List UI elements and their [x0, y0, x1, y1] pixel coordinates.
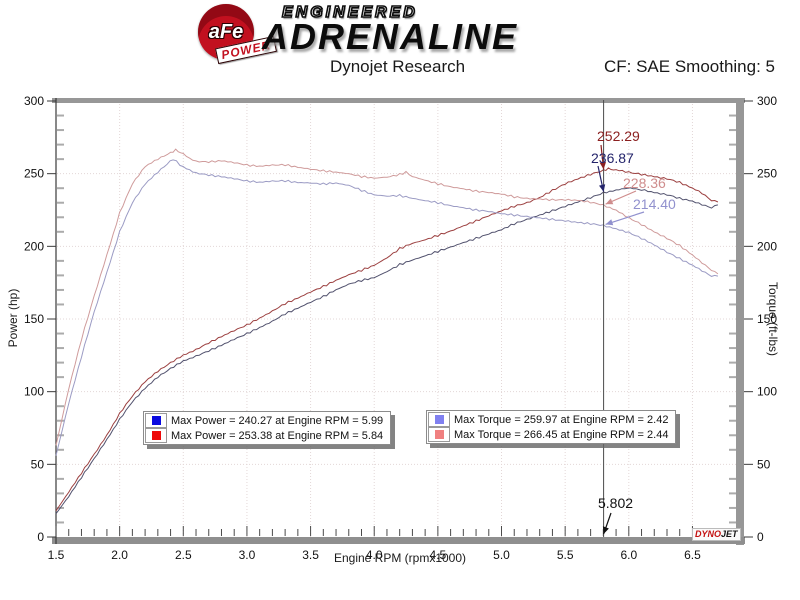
ytick-label-left: 200	[24, 239, 44, 253]
legend-entry-text: Max Power = 240.27 at Engine RPM = 5.99	[171, 414, 384, 427]
legend-row: Max Torque = 266.45 at Engine RPM = 2.44	[428, 427, 674, 442]
legend-entry-text: Max Torque = 266.45 at Engine RPM = 2.44	[454, 428, 669, 441]
xtick-label: 1.5	[48, 548, 65, 562]
xtick-label: 2.0	[111, 548, 128, 562]
curve-power-stock	[55, 187, 719, 514]
curve-power-modified	[55, 167, 719, 512]
ytick-label-left: 250	[24, 167, 44, 181]
cursor-arrow-power-stock-head	[599, 184, 606, 192]
xtick-label: 4.5	[430, 548, 447, 562]
curve-torque-modified	[55, 148, 719, 446]
ytick-label-right: 150	[757, 312, 777, 326]
ytick-label-right: 250	[757, 167, 777, 181]
xtick-label: 3.0	[239, 548, 256, 562]
ytick-label-left: 50	[31, 457, 45, 471]
legend-box-power: Max Power = 240.27 at Engine RPM = 5.99 M…	[143, 411, 392, 445]
xtick-label: 6.0	[620, 548, 637, 562]
afe-logo-text: aFe	[208, 20, 244, 43]
xtick-label: 5.5	[557, 548, 574, 562]
legend-row: Max Torque = 259.97 at Engine RPM = 2.42	[428, 412, 674, 427]
legend-swatch-icon	[434, 415, 444, 424]
torque-axis-title: Torque (ft-lbs)	[766, 281, 780, 357]
legend-row: Max Power = 240.27 at Engine RPM = 5.99	[145, 413, 389, 428]
legend-swatch-icon	[151, 416, 161, 425]
dynojet-logo-part1: DYNO	[695, 529, 722, 539]
cursor-rpm-label: 5.802	[598, 495, 633, 511]
cursor-arrow-torque-modified-head	[605, 198, 614, 205]
legend-swatch-cell	[428, 412, 450, 427]
cursor-value-torque-stock: 214.40	[633, 196, 676, 212]
legend-entry-text: Max Torque = 259.97 at Engine RPM = 2.42	[454, 413, 669, 426]
ytick-label-left: 300	[24, 94, 44, 108]
frame-bottom	[52, 537, 745, 544]
legend-box-torque: Max Torque = 259.97 at Engine RPM = 2.42…	[426, 410, 677, 444]
ytick-label-right: 300	[757, 94, 777, 108]
legend-swatch-cell	[145, 428, 167, 443]
xtick-label: 3.5	[302, 548, 319, 562]
legend-swatch-cell	[428, 427, 450, 442]
xtick-label: 4.0	[366, 548, 383, 562]
legend-swatch-icon	[151, 431, 161, 440]
frame-top	[52, 98, 745, 103]
frame-right	[736, 98, 744, 545]
brand-header: aFe POWER ENGINEERED ADRENALINE	[188, 1, 618, 65]
legend-entry-text: Max Power = 253.38 at Engine RPM = 5.84	[171, 429, 384, 442]
ytick-label-left: 100	[24, 385, 44, 399]
cursor-rpm-arrow-head	[602, 526, 609, 534]
xtick-label: 5.0	[493, 548, 510, 562]
cursor-value-power-modified: 252.29	[597, 128, 640, 144]
ytick-label-right: 50	[757, 457, 771, 471]
ytick-label-right: 100	[757, 385, 777, 399]
ytick-label-left: 0	[37, 530, 44, 544]
cursor-arrow-power-modified-head	[599, 162, 606, 170]
cursor-arrow-torque-stock-head	[605, 219, 614, 226]
ytick-label-left: 150	[24, 312, 44, 326]
curve-torque-stock	[55, 159, 719, 456]
power-axis-title: Power (hp)	[6, 288, 20, 348]
brand-adrenaline-text: ADRENALINE	[262, 16, 519, 57]
smoothing-setting-label: CF: SAE Smoothing: 5	[603, 57, 775, 76]
xtick-label: 2.5	[175, 548, 192, 562]
ytick-label-right: 200	[757, 239, 777, 253]
chart-title: Dynojet Research	[329, 57, 466, 76]
cursor-value-power-stock: 236.87	[591, 150, 634, 166]
dynojet-logo: DYNOJET	[692, 528, 741, 541]
legend-row: Max Power = 253.38 at Engine RPM = 5.84	[145, 428, 389, 443]
dynojet-logo-part2: JET	[721, 529, 738, 539]
legend-swatch-cell	[145, 413, 167, 428]
xtick-label: 6.5	[684, 548, 701, 562]
rpm-axis-title: Engine RPM (rpmx1000)	[333, 551, 467, 565]
ytick-label-right: 0	[757, 530, 764, 544]
legend-swatch-icon	[434, 430, 444, 439]
brand-engineered-text: ENGINEERED	[281, 3, 418, 22]
cursor-value-torque-modified: 228.36	[623, 175, 666, 191]
